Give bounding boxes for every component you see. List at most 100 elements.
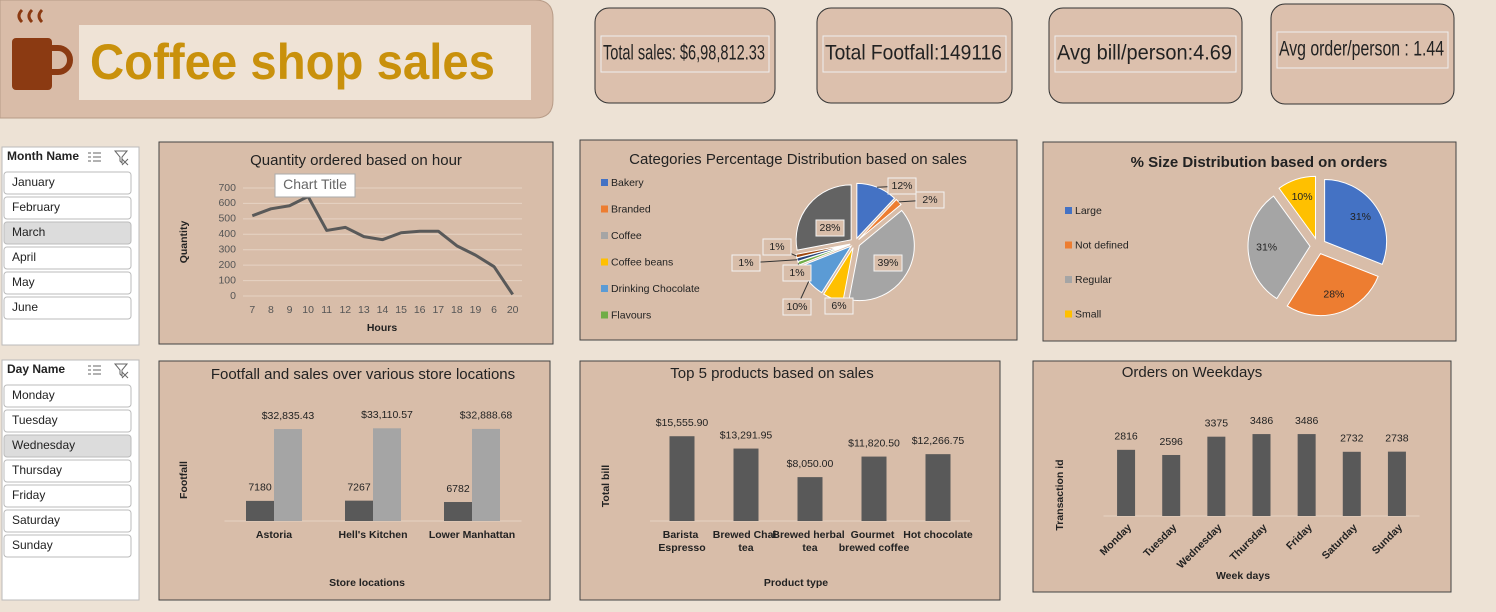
kpi-card bbox=[1270, 3, 1455, 105]
y-axis-label: Quantity bbox=[178, 221, 190, 264]
y-tick-label: 700 bbox=[218, 182, 236, 194]
bar bbox=[1297, 434, 1316, 516]
x-tick-label: 13 bbox=[358, 304, 370, 316]
multi-select-icon bbox=[88, 152, 101, 162]
bar bbox=[373, 428, 401, 521]
legend-label: Regular bbox=[1075, 274, 1112, 286]
data-label-box bbox=[782, 264, 812, 282]
chart-title: Orders on Weekdays bbox=[1122, 364, 1263, 381]
bar bbox=[925, 454, 951, 521]
kpi-frame bbox=[1054, 35, 1237, 73]
legend-swatch bbox=[1065, 310, 1072, 318]
data-label-box bbox=[824, 297, 854, 315]
kpi-card bbox=[1048, 7, 1243, 104]
slicer-item[interactable] bbox=[3, 221, 132, 245]
slicer-item[interactable] bbox=[3, 196, 132, 220]
pie-slice bbox=[1324, 179, 1388, 265]
data-label: 2596 bbox=[1160, 436, 1184, 448]
data-label: 1% bbox=[738, 257, 753, 269]
bar bbox=[1387, 451, 1406, 516]
x-axis-label: Hours bbox=[367, 322, 397, 334]
charts: Quantity ordered based on hour Hours Quant… bbox=[158, 139, 1457, 601]
x-tick-label: Gourmet brewed coffee bbox=[839, 529, 910, 554]
slicer-item[interactable] bbox=[3, 409, 132, 433]
data-label: 3375 bbox=[1205, 417, 1229, 429]
data-label: 2732 bbox=[1340, 433, 1364, 445]
bar bbox=[472, 428, 500, 521]
data-label: $33,110.57 bbox=[361, 409, 413, 421]
slicer-item-label[interactable]: Monday bbox=[12, 388, 55, 402]
legend-swatch bbox=[601, 311, 608, 319]
x-axis-label: Week days bbox=[1216, 570, 1270, 582]
kpi-text: Avg order/person : 1.44 bbox=[1279, 38, 1444, 61]
slicer-item[interactable] bbox=[3, 534, 132, 558]
data-label: 7180 bbox=[248, 482, 272, 494]
slicer-item-label[interactable]: April bbox=[12, 250, 36, 264]
slicer-item-label[interactable]: January bbox=[12, 175, 55, 189]
slicer-item-label[interactable]: Friday bbox=[12, 488, 45, 502]
legend-swatch bbox=[1065, 241, 1072, 249]
slicer-item-label[interactable]: March bbox=[12, 225, 45, 239]
slicer-item[interactable] bbox=[3, 171, 132, 195]
x-axis-label: Store locations bbox=[329, 577, 405, 589]
bar bbox=[1207, 436, 1226, 516]
slicer-item-label[interactable]: May bbox=[12, 275, 35, 289]
bar bbox=[733, 448, 759, 521]
y-tick-label: 200 bbox=[218, 259, 236, 271]
data-label-box bbox=[915, 191, 945, 209]
slicers: Month Name January February March April May Ju… bbox=[1, 146, 140, 601]
slicer-item-label[interactable]: Sunday bbox=[12, 538, 53, 552]
slicer-title: Month Name bbox=[7, 149, 79, 163]
data-label: 10% bbox=[1292, 191, 1313, 203]
slicer-item-label[interactable]: Wednesday bbox=[12, 438, 75, 452]
x-tick-label: 14 bbox=[377, 304, 389, 316]
x-tick-label: Hell's Kitchen bbox=[338, 529, 407, 541]
x-tick-label: Barista Espresso bbox=[658, 529, 705, 554]
slicer-item-label[interactable]: Thursday bbox=[12, 463, 62, 477]
slicer-item[interactable] bbox=[3, 246, 132, 270]
x-tick-label: Astoria bbox=[256, 529, 292, 541]
y-tick-label: 0 bbox=[230, 290, 236, 302]
legend-swatch bbox=[1065, 207, 1072, 214]
data-label: 39% bbox=[877, 257, 898, 269]
legend-label: Branded bbox=[611, 203, 651, 215]
chart-panel bbox=[1032, 360, 1452, 593]
data-label: 6782 bbox=[446, 483, 470, 495]
data-label-box bbox=[782, 298, 812, 316]
legend-swatch bbox=[601, 258, 608, 266]
legend-label: Large bbox=[1075, 205, 1102, 217]
title-box bbox=[79, 25, 531, 100]
data-label: 12% bbox=[891, 180, 912, 192]
kpi-text: Total sales: $6,98,812.33 bbox=[603, 42, 765, 65]
slicer-item[interactable] bbox=[3, 296, 132, 320]
slicer-item[interactable] bbox=[3, 434, 132, 458]
slicer-item[interactable] bbox=[3, 509, 132, 533]
slicer-item[interactable] bbox=[3, 271, 132, 295]
slicer-item-label[interactable]: June bbox=[12, 300, 38, 314]
data-label-box bbox=[873, 254, 903, 272]
slicer-item[interactable] bbox=[3, 384, 132, 408]
slicer-item[interactable] bbox=[3, 459, 132, 483]
data-label: 1% bbox=[769, 241, 784, 253]
data-label: $32,835.43 bbox=[262, 410, 315, 422]
y-tick-label: 100 bbox=[218, 274, 236, 286]
x-tick-label: Brewed Chai tea bbox=[713, 529, 780, 554]
slicer-item-label[interactable]: Saturday bbox=[12, 513, 60, 527]
x-tick-label: 9 bbox=[287, 304, 293, 316]
data-label-box bbox=[887, 177, 917, 195]
chart-title: Top 5 products based on sales bbox=[670, 365, 873, 382]
x-tick-label: 18 bbox=[451, 304, 463, 316]
data-label-box bbox=[815, 219, 845, 237]
kpi-text: Total Footfall:149116 bbox=[825, 42, 1002, 65]
dashboard-title: Coffee shop sales bbox=[90, 34, 495, 90]
data-label-box bbox=[731, 254, 761, 272]
slicer-item-label[interactable]: February bbox=[12, 200, 60, 214]
bar bbox=[444, 502, 472, 521]
bar bbox=[797, 477, 823, 521]
data-label: 1% bbox=[789, 267, 804, 279]
slicer-item-label[interactable]: Tuesday bbox=[12, 413, 58, 427]
slicer-item[interactable] bbox=[3, 484, 132, 508]
chart-title: Footfall and sales over various store lo… bbox=[211, 366, 515, 383]
pie-slice bbox=[1278, 175, 1317, 240]
